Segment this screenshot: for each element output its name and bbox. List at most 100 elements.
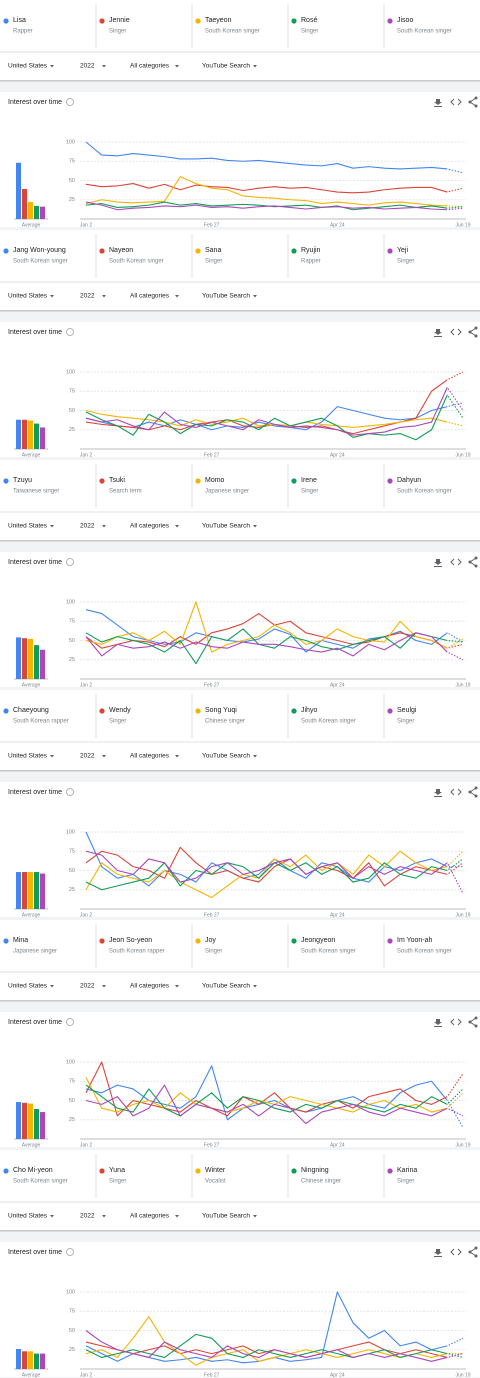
dropdown-arrow[interactable] xyxy=(102,755,106,758)
dropdown-arrow[interactable] xyxy=(50,65,54,68)
dropdown-arrow[interactable] xyxy=(253,755,257,758)
term-name[interactable]: Tsuki xyxy=(109,477,125,484)
embed-icon[interactable] xyxy=(450,788,462,796)
filter-label[interactable]: YouTube Search xyxy=(202,293,250,300)
filter-label[interactable]: 2022 xyxy=(80,1213,95,1220)
term-name[interactable]: Joy xyxy=(205,937,216,944)
filter-label[interactable]: 2022 xyxy=(80,63,95,70)
share-dot[interactable] xyxy=(474,326,478,330)
filter-label[interactable]: United States xyxy=(8,983,48,990)
dropdown-arrow[interactable] xyxy=(175,525,179,528)
dropdown-arrow[interactable] xyxy=(50,755,54,758)
dropdown-arrow[interactable] xyxy=(50,525,54,528)
share-dot[interactable] xyxy=(468,1020,472,1024)
term-name[interactable]: Tzuyu xyxy=(13,477,32,484)
share-dot[interactable] xyxy=(474,96,478,100)
term-name[interactable]: Sana xyxy=(205,247,221,254)
help-icon[interactable] xyxy=(66,1018,74,1026)
share-dot[interactable] xyxy=(474,1246,478,1250)
filter-label[interactable]: 2022 xyxy=(80,523,95,530)
help-icon[interactable] xyxy=(66,558,74,566)
filter-label[interactable]: United States xyxy=(8,523,48,530)
dropdown-arrow[interactable] xyxy=(175,1215,179,1218)
dropdown-arrow[interactable] xyxy=(253,1215,257,1218)
filter-label[interactable]: All categories xyxy=(130,63,170,70)
filter-label[interactable]: United States xyxy=(8,1213,48,1220)
dropdown-arrow[interactable] xyxy=(50,1215,54,1218)
embed-icon[interactable] xyxy=(450,1248,462,1256)
term-name[interactable]: Yeji xyxy=(397,247,408,254)
help-icon[interactable] xyxy=(66,1248,74,1256)
term-name[interactable]: Wendy xyxy=(109,707,131,714)
filter-label[interactable]: All categories xyxy=(130,1213,170,1220)
dropdown-arrow[interactable] xyxy=(253,295,257,298)
dropdown-arrow[interactable] xyxy=(50,985,54,988)
share-dot[interactable] xyxy=(474,564,478,568)
dropdown-arrow[interactable] xyxy=(175,295,179,298)
term-name[interactable]: Dahyun xyxy=(397,477,421,484)
help-icon[interactable] xyxy=(66,328,74,336)
filter-label[interactable]: United States xyxy=(8,293,48,300)
term-name[interactable]: Im Yoon-ah xyxy=(397,937,433,944)
term-name[interactable]: Rosé xyxy=(301,17,317,24)
dropdown-arrow[interactable] xyxy=(253,525,257,528)
download-icon[interactable] xyxy=(434,1249,442,1257)
term-name[interactable]: Jisoo xyxy=(397,17,413,24)
download-icon[interactable] xyxy=(434,559,442,567)
term-name[interactable]: Jang Won-young xyxy=(13,247,66,254)
dropdown-arrow[interactable] xyxy=(253,65,257,68)
download-icon[interactable] xyxy=(434,99,442,107)
filter-label[interactable]: All categories xyxy=(130,523,170,530)
share-dot[interactable] xyxy=(468,100,472,104)
dropdown-arrow[interactable] xyxy=(175,755,179,758)
term-name[interactable]: Jennie xyxy=(109,17,130,24)
dropdown-arrow[interactable] xyxy=(102,525,106,528)
embed-icon[interactable] xyxy=(450,558,462,566)
term-name[interactable]: Nayeon xyxy=(109,247,133,254)
help-icon[interactable] xyxy=(66,788,74,796)
dropdown-arrow[interactable] xyxy=(253,985,257,988)
filter-label[interactable]: YouTube Search xyxy=(202,753,250,760)
filter-label[interactable]: YouTube Search xyxy=(202,523,250,530)
download-icon[interactable] xyxy=(434,329,442,337)
term-name[interactable]: Jeongyeon xyxy=(301,937,335,944)
filter-label[interactable]: All categories xyxy=(130,293,170,300)
filter-label[interactable]: YouTube Search xyxy=(202,63,250,70)
dropdown-arrow[interactable] xyxy=(175,985,179,988)
term-name[interactable]: Momo xyxy=(205,477,225,484)
filter-label[interactable]: United States xyxy=(8,63,48,70)
term-name[interactable]: Jeon So-yeon xyxy=(109,937,152,944)
filter-label[interactable]: YouTube Search xyxy=(202,1213,250,1220)
term-name[interactable]: Song Yuqi xyxy=(205,707,237,714)
term-name[interactable]: Lisa xyxy=(13,17,26,24)
term-name[interactable]: Winter xyxy=(205,1167,226,1174)
embed-icon[interactable] xyxy=(450,328,462,336)
share-dot[interactable] xyxy=(468,1250,472,1254)
filter-label[interactable]: All categories xyxy=(130,983,170,990)
share-dot[interactable] xyxy=(474,786,478,790)
filter-label[interactable]: All categories xyxy=(130,753,170,760)
share-dot[interactable] xyxy=(474,104,478,108)
term-name[interactable]: Jihyo xyxy=(301,707,317,714)
term-name[interactable]: Karina xyxy=(397,1167,417,1174)
term-name[interactable]: Irene xyxy=(301,477,317,484)
download-icon[interactable] xyxy=(434,1019,442,1027)
share-dot[interactable] xyxy=(468,790,472,794)
dropdown-arrow[interactable] xyxy=(102,1215,106,1218)
share-dot[interactable] xyxy=(474,1016,478,1020)
share-dot[interactable] xyxy=(474,334,478,338)
filter-label[interactable]: 2022 xyxy=(80,753,95,760)
term-name[interactable]: Ryujin xyxy=(301,247,321,254)
dropdown-arrow[interactable] xyxy=(102,65,106,68)
term-name[interactable]: Chaeyoung xyxy=(13,707,49,714)
term-name[interactable]: Seulgi xyxy=(397,707,417,714)
term-name[interactable]: Mina xyxy=(13,937,28,944)
dropdown-arrow[interactable] xyxy=(50,295,54,298)
share-dot[interactable] xyxy=(468,330,472,334)
filter-label[interactable]: 2022 xyxy=(80,293,95,300)
term-name[interactable]: Yuna xyxy=(109,1167,125,1174)
dropdown-arrow[interactable] xyxy=(102,295,106,298)
share-dot[interactable] xyxy=(474,1254,478,1258)
embed-icon[interactable] xyxy=(450,98,462,106)
filter-label[interactable]: YouTube Search xyxy=(202,983,250,990)
